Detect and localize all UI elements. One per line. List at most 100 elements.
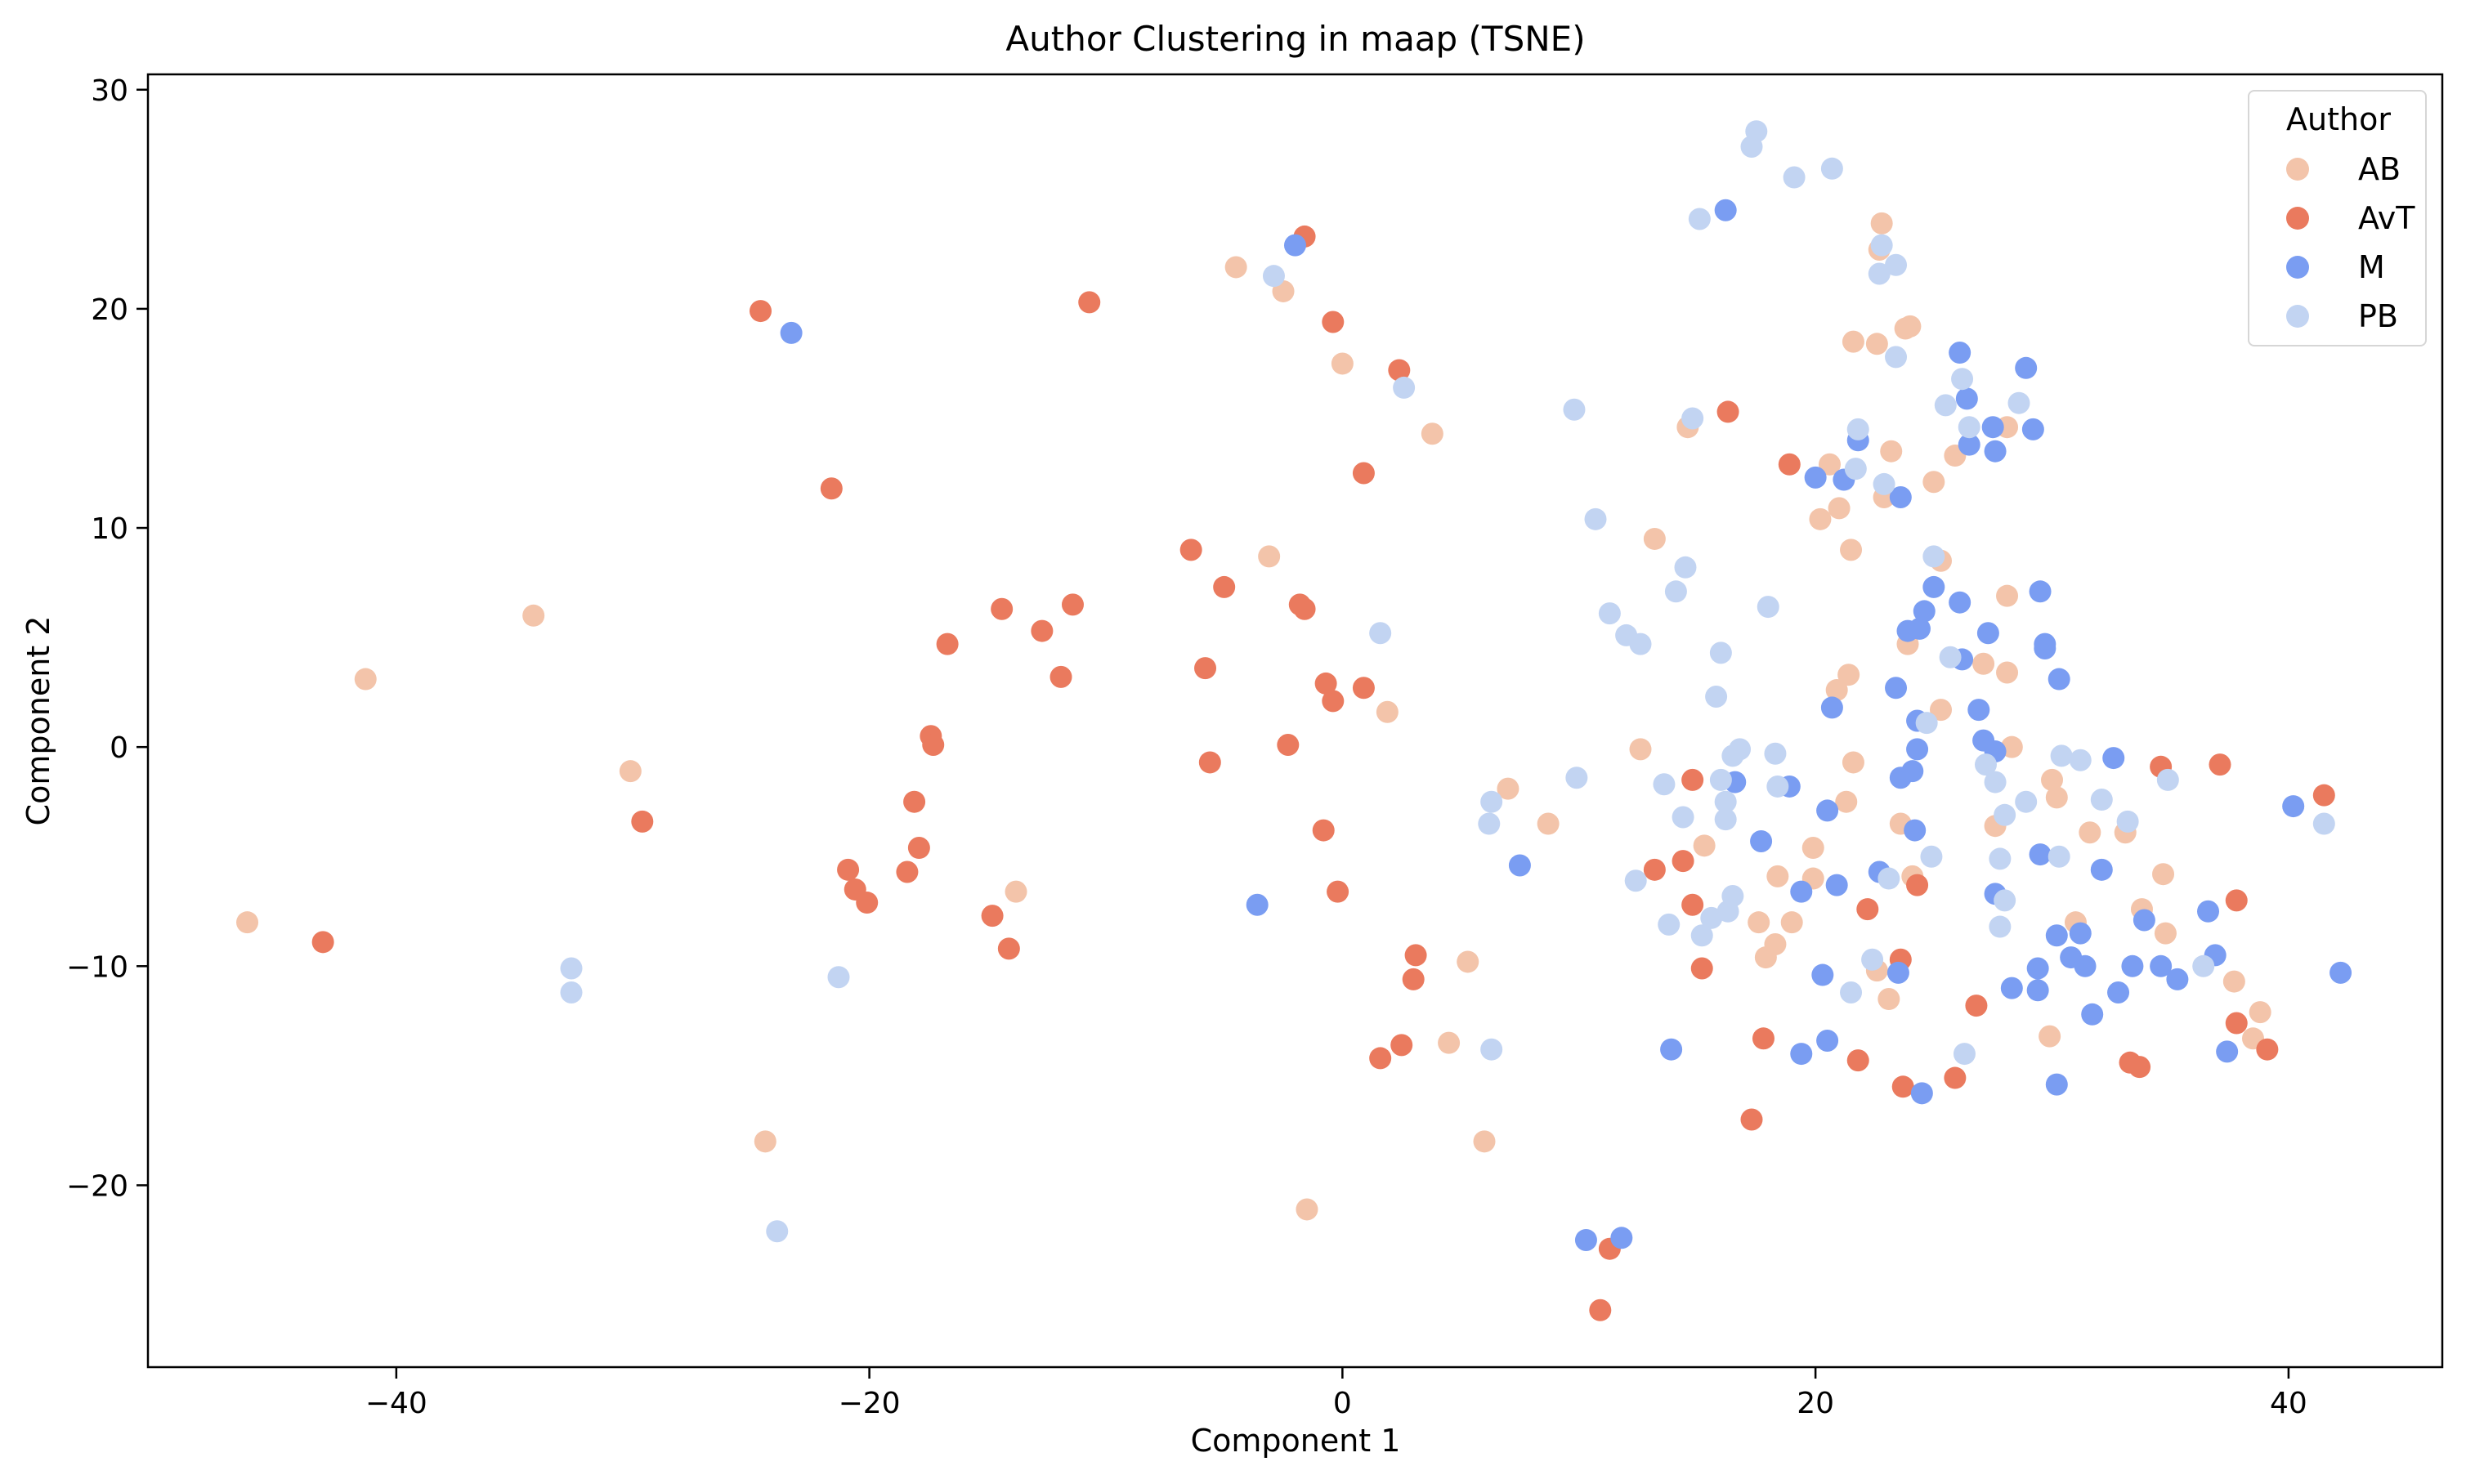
- legend-marker-m: [2286, 256, 2309, 279]
- point-avt: [1194, 657, 1217, 680]
- point-avt: [1716, 400, 1739, 423]
- point-avt: [903, 790, 926, 813]
- point-avt: [1681, 893, 1704, 916]
- point-ab: [1258, 545, 1281, 568]
- point-pb: [827, 966, 850, 989]
- point-avt: [631, 810, 654, 833]
- point-ab: [1643, 527, 1666, 550]
- point-m: [1885, 677, 1908, 700]
- point-avt: [1179, 539, 1202, 561]
- point-m: [1714, 199, 1737, 221]
- point-m: [1816, 799, 1839, 822]
- point-m: [2029, 843, 2052, 866]
- point-m: [1984, 440, 2007, 463]
- point-pb: [1922, 545, 1945, 568]
- chart-title: Author Clustering in maap (TSNE): [1005, 19, 1585, 59]
- point-m: [1284, 234, 1306, 257]
- point-pb: [1709, 641, 1732, 664]
- point-avt: [1213, 575, 1236, 598]
- point-m: [2216, 1040, 2239, 1063]
- point-pb: [1709, 768, 1732, 791]
- point-m: [1820, 696, 1843, 719]
- point-ab: [1870, 212, 1893, 235]
- point-m: [1574, 1228, 1597, 1251]
- point-pb: [1868, 262, 1891, 285]
- point-pb: [1598, 602, 1621, 625]
- point-ab: [2000, 735, 2023, 758]
- x-tick-label: −40: [365, 1387, 427, 1420]
- point-ab: [1837, 664, 1860, 686]
- point-pb: [1989, 847, 2012, 870]
- point-pb: [1951, 368, 1974, 391]
- point-pb: [1820, 157, 1843, 180]
- point-avt: [1198, 751, 1221, 774]
- point-ab: [1331, 352, 1354, 375]
- point-pb: [1480, 790, 1503, 813]
- point-m: [2029, 580, 2052, 603]
- point-pb: [1846, 418, 1869, 440]
- point-avt: [2225, 1012, 2248, 1035]
- point-m: [2021, 418, 2044, 440]
- point-pb: [1714, 790, 1737, 813]
- point-avt: [1681, 768, 1704, 791]
- point-ab: [2249, 1001, 2271, 1024]
- point-ab: [1421, 422, 1443, 445]
- point-avt: [1061, 593, 1084, 616]
- point-ab: [1842, 751, 1864, 774]
- point-m: [1886, 961, 1909, 984]
- y-tick-label: −20: [66, 1169, 128, 1203]
- point-pb: [1840, 981, 1863, 1003]
- legend-title: Author: [2286, 101, 2391, 137]
- point-avt: [2209, 753, 2231, 776]
- point-m: [1906, 738, 1929, 761]
- point-m: [1889, 486, 1912, 509]
- point-avt: [991, 597, 1014, 620]
- point-pb: [1563, 398, 1586, 421]
- point-pb: [1700, 906, 1723, 929]
- point-ab: [1766, 865, 1789, 887]
- point-m: [2102, 747, 2125, 770]
- point-pb: [1745, 120, 1768, 143]
- point-m: [1790, 880, 1813, 903]
- point-avt: [981, 905, 1004, 928]
- point-avt: [856, 892, 879, 914]
- point-avt: [1778, 453, 1801, 476]
- point-pb: [1953, 1043, 1976, 1066]
- point-pb: [1783, 166, 1806, 189]
- y-tick-label: 10: [91, 512, 128, 546]
- point-ab: [1828, 497, 1851, 520]
- point-pb: [2048, 845, 2070, 868]
- point-m: [2026, 979, 2049, 1002]
- point-avt: [820, 477, 843, 500]
- point-avt: [936, 632, 959, 655]
- point-m: [1908, 617, 1931, 640]
- legend-label-ab: AB: [2358, 151, 2401, 187]
- point-pb: [1885, 346, 1908, 369]
- point-avt: [2128, 1056, 2151, 1079]
- point-m: [2282, 795, 2305, 818]
- point-pb: [1994, 803, 2016, 826]
- point-m: [1811, 963, 1834, 986]
- point-ab: [1819, 453, 1842, 476]
- point-pb: [1393, 376, 1416, 399]
- point-pb: [1764, 742, 1787, 765]
- point-ab: [1497, 777, 1519, 800]
- point-avt: [1078, 291, 1101, 314]
- tick-layer: −40 −20 0 20 40 −20 −10 0 10 20 30: [66, 74, 2307, 1420]
- y-axis-label: Component 2: [20, 616, 56, 826]
- point-pb: [1885, 253, 1908, 276]
- point-pb: [2050, 744, 2073, 767]
- point-m: [1246, 893, 1269, 916]
- point-m: [1508, 854, 1531, 877]
- point-ab: [619, 760, 642, 783]
- point-pb: [1674, 556, 1697, 579]
- point-ab: [1865, 333, 1888, 355]
- point-pb: [1766, 775, 1789, 798]
- point-avt: [311, 931, 334, 954]
- point-pb: [1958, 416, 1980, 439]
- point-m: [2197, 900, 2220, 923]
- point-m: [1955, 387, 1978, 410]
- point-m: [2329, 961, 2352, 984]
- point-m: [1816, 1029, 1839, 1052]
